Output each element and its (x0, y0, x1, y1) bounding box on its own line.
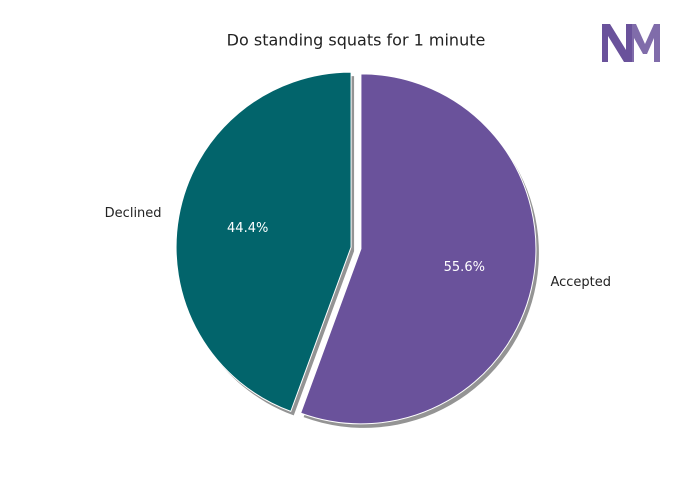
wedge (175, 71, 352, 413)
wedge (299, 73, 537, 425)
pie (175, 71, 539, 428)
logo (602, 24, 660, 62)
category-label: Declined (105, 206, 162, 221)
category-label: Accepted (550, 275, 611, 290)
value-label: 55.6% (444, 260, 485, 275)
value-label: 44.4% (227, 221, 268, 236)
chart-title: Do standing squats for 1 minute (227, 31, 486, 50)
